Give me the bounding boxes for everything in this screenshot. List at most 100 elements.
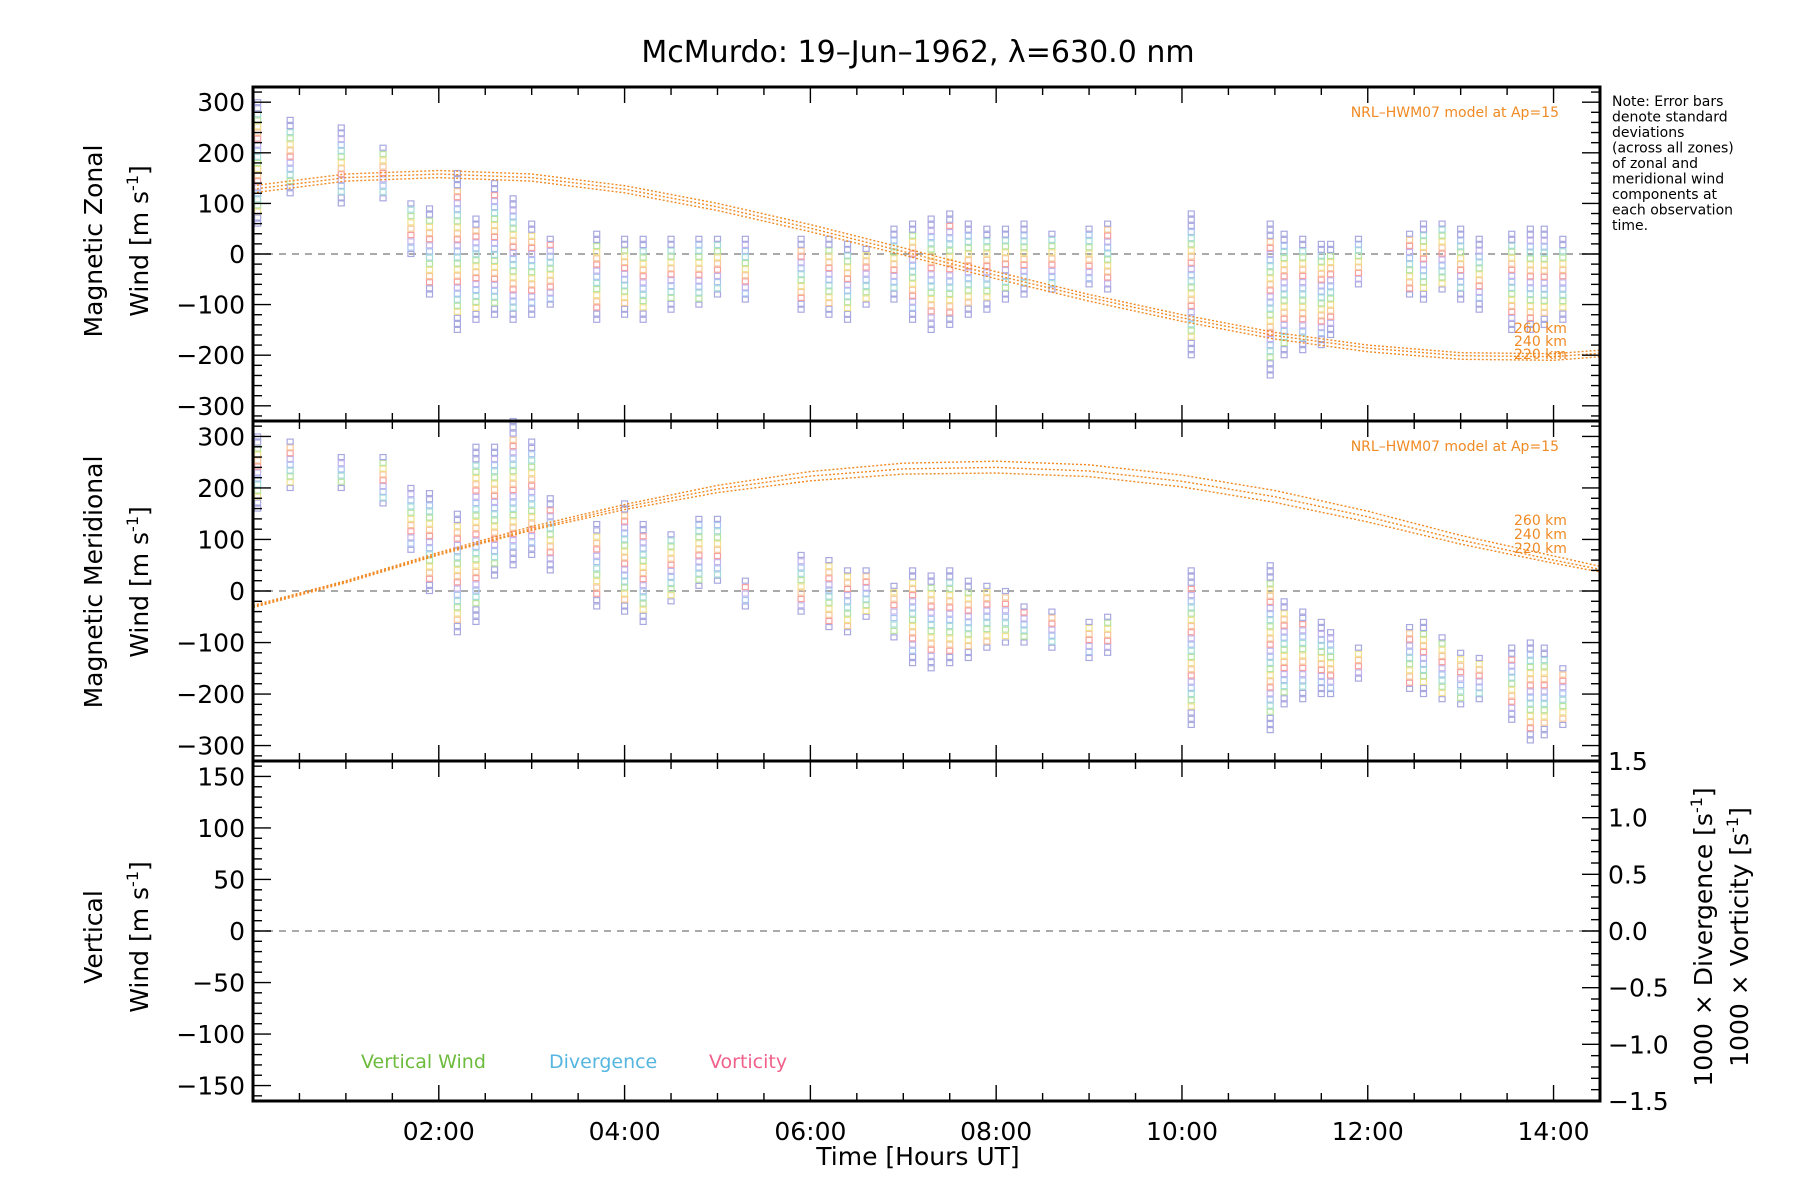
observation-point (254, 439, 262, 446)
observation-point (1280, 242, 1288, 250)
observation-point (546, 501, 554, 508)
observation-point (337, 453, 345, 461)
observation-point (379, 157, 387, 164)
observation-point (1540, 243, 1548, 250)
observation-point (1266, 335, 1274, 343)
observation-point (453, 206, 461, 213)
observation-point (1475, 684, 1483, 691)
observation-point (286, 159, 294, 166)
observation-point (797, 558, 805, 565)
observation-point (490, 299, 499, 306)
observation-point (1419, 296, 1428, 303)
observation-point (509, 455, 517, 462)
observation-point (695, 277, 703, 284)
observation-point (983, 294, 991, 301)
observation-point (425, 229, 434, 237)
observation-point (964, 583, 972, 590)
observation-point (639, 618, 647, 626)
observation-point (453, 272, 461, 279)
observation-point (1085, 642, 1093, 650)
observation-point (927, 652, 935, 660)
observation-point (797, 241, 805, 248)
observation-point (509, 549, 517, 556)
observation-point (546, 271, 554, 278)
observation-point (1001, 237, 1010, 244)
observation-point (379, 500, 387, 507)
observation-point (337, 466, 345, 473)
observation-column (1457, 649, 1465, 708)
observation-column (1187, 210, 1195, 359)
observation-point (1405, 673, 1414, 680)
observation-point (1326, 684, 1335, 691)
observation-point (1266, 329, 1274, 337)
observation-point (1540, 267, 1548, 274)
observation-point (1280, 291, 1288, 298)
observation-point (1419, 642, 1428, 650)
observation-point (927, 221, 935, 228)
x-tick-label: 12:00 (1332, 1117, 1404, 1146)
observation-point (472, 215, 480, 222)
observation-point (825, 299, 833, 307)
observation-point (425, 266, 434, 274)
observation-point (946, 567, 954, 574)
observation-point (509, 468, 517, 475)
observation-point (695, 534, 703, 541)
observation-point (1280, 321, 1288, 328)
observation-point (620, 548, 629, 555)
observation-point (639, 273, 647, 280)
observation-point (1317, 294, 1325, 301)
observation-point (1508, 236, 1516, 243)
observation-point (964, 311, 972, 318)
observation-point (425, 490, 434, 497)
observation-column (797, 551, 805, 615)
observation-point (472, 251, 480, 258)
observation-point (472, 245, 480, 252)
observation-point (639, 291, 647, 298)
observation-point (425, 514, 434, 521)
observation-point (1104, 631, 1112, 638)
observation-point (593, 292, 601, 299)
observation-point (1526, 706, 1534, 713)
observation-point (509, 524, 517, 531)
observation-point (1540, 682, 1548, 689)
observation-point (1266, 360, 1274, 367)
observation-point (983, 287, 991, 295)
observation-column (1020, 220, 1028, 298)
observation-point (593, 527, 601, 534)
observation-point (620, 560, 629, 567)
observation-point (1104, 238, 1112, 245)
observation-point (797, 247, 805, 254)
observation-point (1354, 241, 1363, 248)
observation-point (490, 449, 499, 456)
observation-point (908, 286, 917, 293)
observation-point (825, 247, 833, 254)
y-tick-label: 50 (213, 865, 245, 894)
observation-point (1187, 610, 1195, 617)
observation-point (472, 263, 480, 270)
observation-point (825, 288, 833, 295)
observation-point (639, 582, 647, 589)
observation-point (509, 430, 517, 437)
observation-point (620, 566, 629, 573)
observation-point (1187, 296, 1195, 303)
observation-point (964, 226, 972, 233)
observation-point (667, 586, 675, 593)
observation-point (1475, 678, 1483, 685)
observation-point (546, 253, 554, 260)
observation-point (1020, 273, 1028, 280)
observation-point (593, 298, 601, 305)
observation-point (1405, 236, 1414, 243)
observation-point (825, 264, 833, 272)
observation-point (825, 623, 833, 631)
observation-point (983, 256, 991, 263)
observation-point (1266, 263, 1274, 270)
observation-point (1048, 255, 1056, 262)
observation-point (1526, 682, 1534, 689)
observation-point (946, 653, 954, 661)
observation-point (1299, 254, 1307, 261)
observation-point (908, 244, 917, 251)
observation-point (797, 259, 805, 266)
observation-point (1419, 226, 1428, 233)
observation-point (1508, 278, 1516, 285)
observation-point (379, 453, 387, 461)
